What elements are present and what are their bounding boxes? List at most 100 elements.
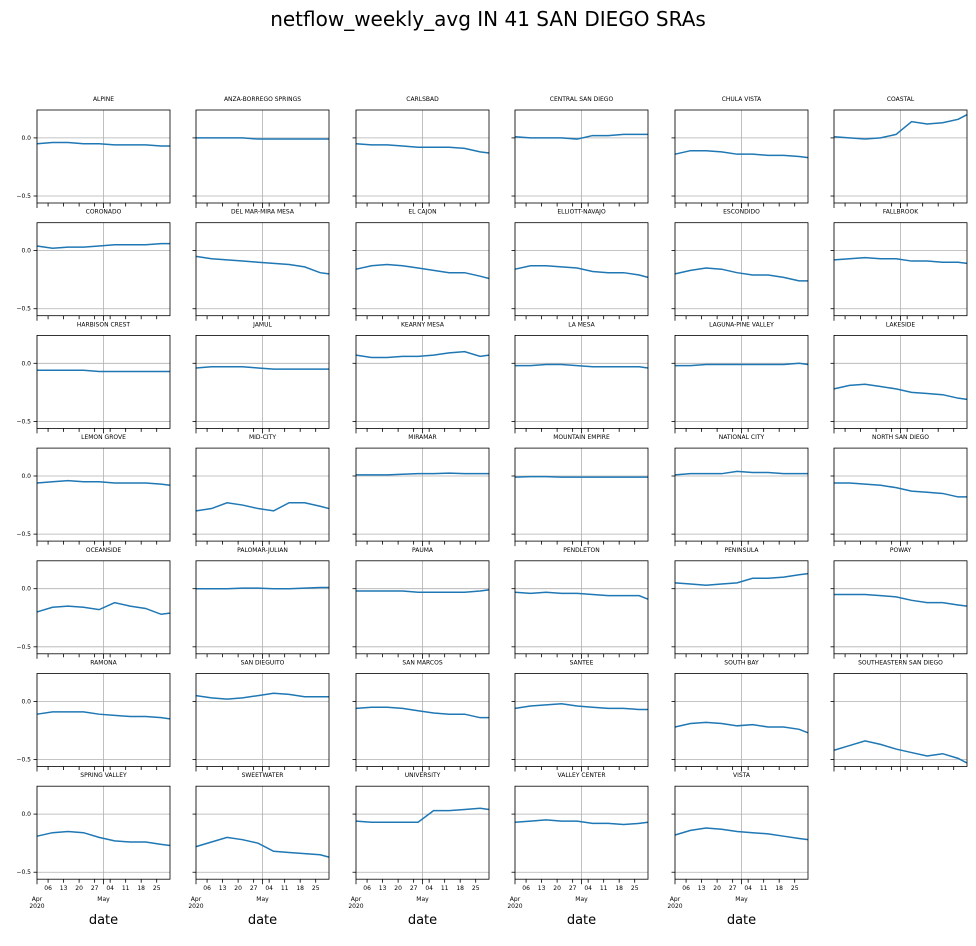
- series-line: [195, 692, 329, 700]
- panel-frame: [674, 673, 809, 767]
- series-line: [833, 256, 968, 265]
- panel-frame: [36, 560, 171, 655]
- series-line: [36, 479, 171, 487]
- series-line: [833, 113, 968, 140]
- panel-frame: [833, 673, 968, 767]
- panel-title: PAUMA: [412, 547, 434, 554]
- x-tick-label: 25: [153, 885, 161, 892]
- x-month-label: Apr 2020: [507, 896, 523, 911]
- x-tick-label: 13: [379, 885, 387, 892]
- panel-title: COASTAL: [887, 96, 915, 103]
- x-month-label: Apr 2020: [667, 896, 683, 911]
- series-line: [195, 366, 329, 370]
- x-month-label: May: [575, 896, 588, 904]
- panel-title: JAMUL: [252, 321, 272, 328]
- series-line: [36, 830, 171, 847]
- series-line: [514, 591, 649, 600]
- panel-frame: [195, 109, 330, 204]
- chart-title: netflow_weekly_avg IN 41 SAN DIEGO SRAs: [270, 7, 706, 31]
- x-tick-label: 27: [91, 885, 99, 892]
- panel-title: EL CAJON: [408, 209, 436, 216]
- series-line: [196, 586, 329, 590]
- panel-frame: [36, 673, 171, 767]
- series-line: [674, 470, 808, 476]
- x-tick-label: 04: [744, 885, 752, 892]
- panel-frame: [833, 222, 968, 317]
- y-tick-label: 0.0: [21, 248, 31, 255]
- x-month-label: May: [735, 896, 748, 904]
- series-line: [36, 141, 170, 147]
- y-tick-label: 0.0: [21, 811, 31, 818]
- x-tick-label: 06: [363, 885, 371, 892]
- panel-frame: [833, 109, 968, 204]
- panel-title: FALLBROOK: [883, 209, 919, 216]
- panel-frame: [355, 334, 490, 429]
- x-tick-label: 13: [698, 885, 706, 892]
- panel-frame: [674, 109, 809, 204]
- x-tick-label: 27: [410, 885, 418, 892]
- y-tick-label: −0.5: [16, 193, 31, 200]
- x-tick-label: 20: [553, 885, 561, 892]
- series-line: [833, 383, 968, 401]
- series-line: [355, 142, 490, 154]
- x-axis-label: date: [727, 913, 756, 928]
- series-line: [515, 363, 649, 369]
- x-tick-label: 13: [60, 885, 68, 892]
- series-line: [514, 475, 648, 478]
- series-line: [356, 589, 490, 593]
- series-line: [37, 369, 170, 373]
- x-tick-label: 11: [760, 885, 768, 892]
- x-tick-label: 25: [312, 885, 320, 892]
- x-tick-label: 11: [441, 885, 449, 892]
- x-axis-label: date: [89, 913, 118, 928]
- x-tick-label: 04: [425, 885, 433, 892]
- y-tick-label: 0.0: [21, 586, 31, 593]
- panel-title: ELLIOTT-NAVAJO: [557, 209, 606, 216]
- panel-title: CARLSBAD: [406, 96, 439, 103]
- series-line: [833, 740, 968, 764]
- panel-title: NORTH SAN DIEGO: [872, 434, 929, 441]
- x-tick-label: 06: [682, 885, 690, 892]
- series-line: [355, 350, 490, 359]
- panel-frame: [36, 109, 171, 204]
- panel-title: SOUTHEASTERN SAN DIEGO: [858, 660, 943, 667]
- panel-frame: [195, 222, 330, 317]
- x-tick-label: 18: [137, 885, 145, 892]
- panel-title: KEARNY MESA: [401, 321, 445, 328]
- x-tick-label: 04: [265, 885, 273, 892]
- x-tick-label: 18: [456, 885, 464, 892]
- x-tick-label: 13: [538, 885, 546, 892]
- series-line: [36, 711, 171, 720]
- panel-frame: [674, 334, 809, 429]
- x-tick-label: 04: [106, 885, 114, 892]
- y-tick-label: 0.0: [21, 698, 31, 705]
- y-tick-label: −0.5: [16, 531, 31, 538]
- panel-title: SANTEE: [570, 660, 594, 667]
- panel-title: PENINSULA: [725, 547, 760, 554]
- panel-frame: [355, 447, 490, 542]
- panel-frame: [195, 673, 330, 767]
- series-line: [356, 472, 489, 476]
- panel-title: ESCONDIDO: [723, 209, 760, 216]
- x-tick-label: 13: [219, 885, 227, 892]
- panel-title: SAN MARCOS: [402, 660, 442, 667]
- x-tick-label: 27: [569, 885, 577, 892]
- x-tick-label: 27: [250, 885, 258, 892]
- x-tick-label: 06: [522, 885, 530, 892]
- series-line: [195, 255, 330, 275]
- panel-title: CORONADO: [86, 209, 122, 216]
- panel-frame: [833, 560, 968, 655]
- series-line: [355, 706, 489, 719]
- series-line: [514, 264, 649, 279]
- panel-title: MIRAMAR: [408, 434, 436, 441]
- series-line: [196, 137, 329, 140]
- series-line: [674, 267, 808, 282]
- panel-frame: [833, 447, 968, 542]
- series-line: [514, 702, 648, 711]
- series-line: [195, 836, 330, 858]
- y-tick-label: −0.5: [16, 757, 31, 764]
- x-tick-label: 20: [394, 885, 402, 892]
- x-tick-label: 18: [296, 885, 304, 892]
- panel-title: UNIVERSITY: [405, 772, 441, 779]
